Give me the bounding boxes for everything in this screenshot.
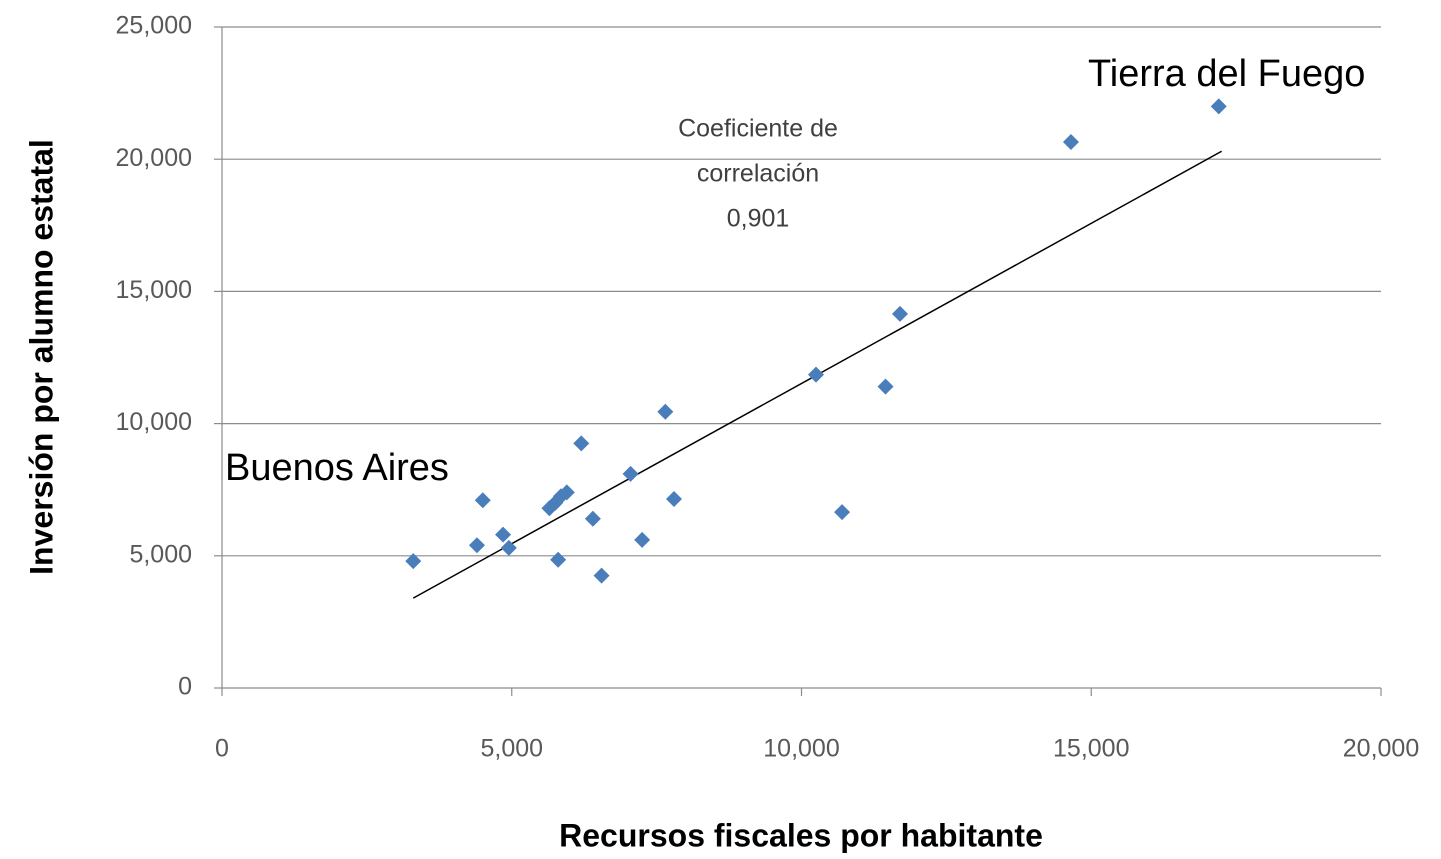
point xyxy=(500,539,517,556)
x-tick-label: 5,000 xyxy=(480,735,543,763)
point xyxy=(474,492,491,509)
point xyxy=(593,567,610,584)
point xyxy=(634,531,651,548)
point xyxy=(807,366,824,383)
point xyxy=(892,305,909,322)
point xyxy=(550,551,567,568)
y-tick-label: 10,000 xyxy=(116,408,192,436)
point-label: Buenos Aires xyxy=(225,447,449,489)
point xyxy=(622,465,639,482)
point xyxy=(405,553,422,570)
annotation: 0,901 xyxy=(727,205,790,233)
x-tick-label: 0 xyxy=(215,735,229,763)
x-tick-label: 20,000 xyxy=(1343,735,1419,763)
point xyxy=(468,537,485,554)
y-tick-label: 0 xyxy=(178,673,192,701)
x-axis-title: Recursos fiscales por habitante xyxy=(559,817,1043,853)
y-axis-title: Inversión por alumno estatal xyxy=(23,139,59,575)
x-tick-label: 15,000 xyxy=(1053,735,1129,763)
point xyxy=(1210,98,1227,115)
point xyxy=(657,403,674,420)
y-tick-label: 20,000 xyxy=(116,144,192,172)
point xyxy=(573,435,590,452)
point-label: Tierra del Fuego xyxy=(1088,53,1365,95)
point xyxy=(666,490,683,507)
y-tick-label: 5,000 xyxy=(129,540,192,568)
y-tick-label: 25,000 xyxy=(116,12,192,40)
point xyxy=(584,510,601,527)
x-tick-label: 10,000 xyxy=(763,735,839,763)
annotation: correlación xyxy=(697,160,819,188)
annotation: Coeficiente de xyxy=(678,115,838,143)
point xyxy=(558,484,575,501)
point xyxy=(1062,134,1079,151)
point xyxy=(877,378,894,395)
point xyxy=(834,504,851,521)
y-tick-label: 15,000 xyxy=(116,276,192,304)
point xyxy=(495,526,512,543)
